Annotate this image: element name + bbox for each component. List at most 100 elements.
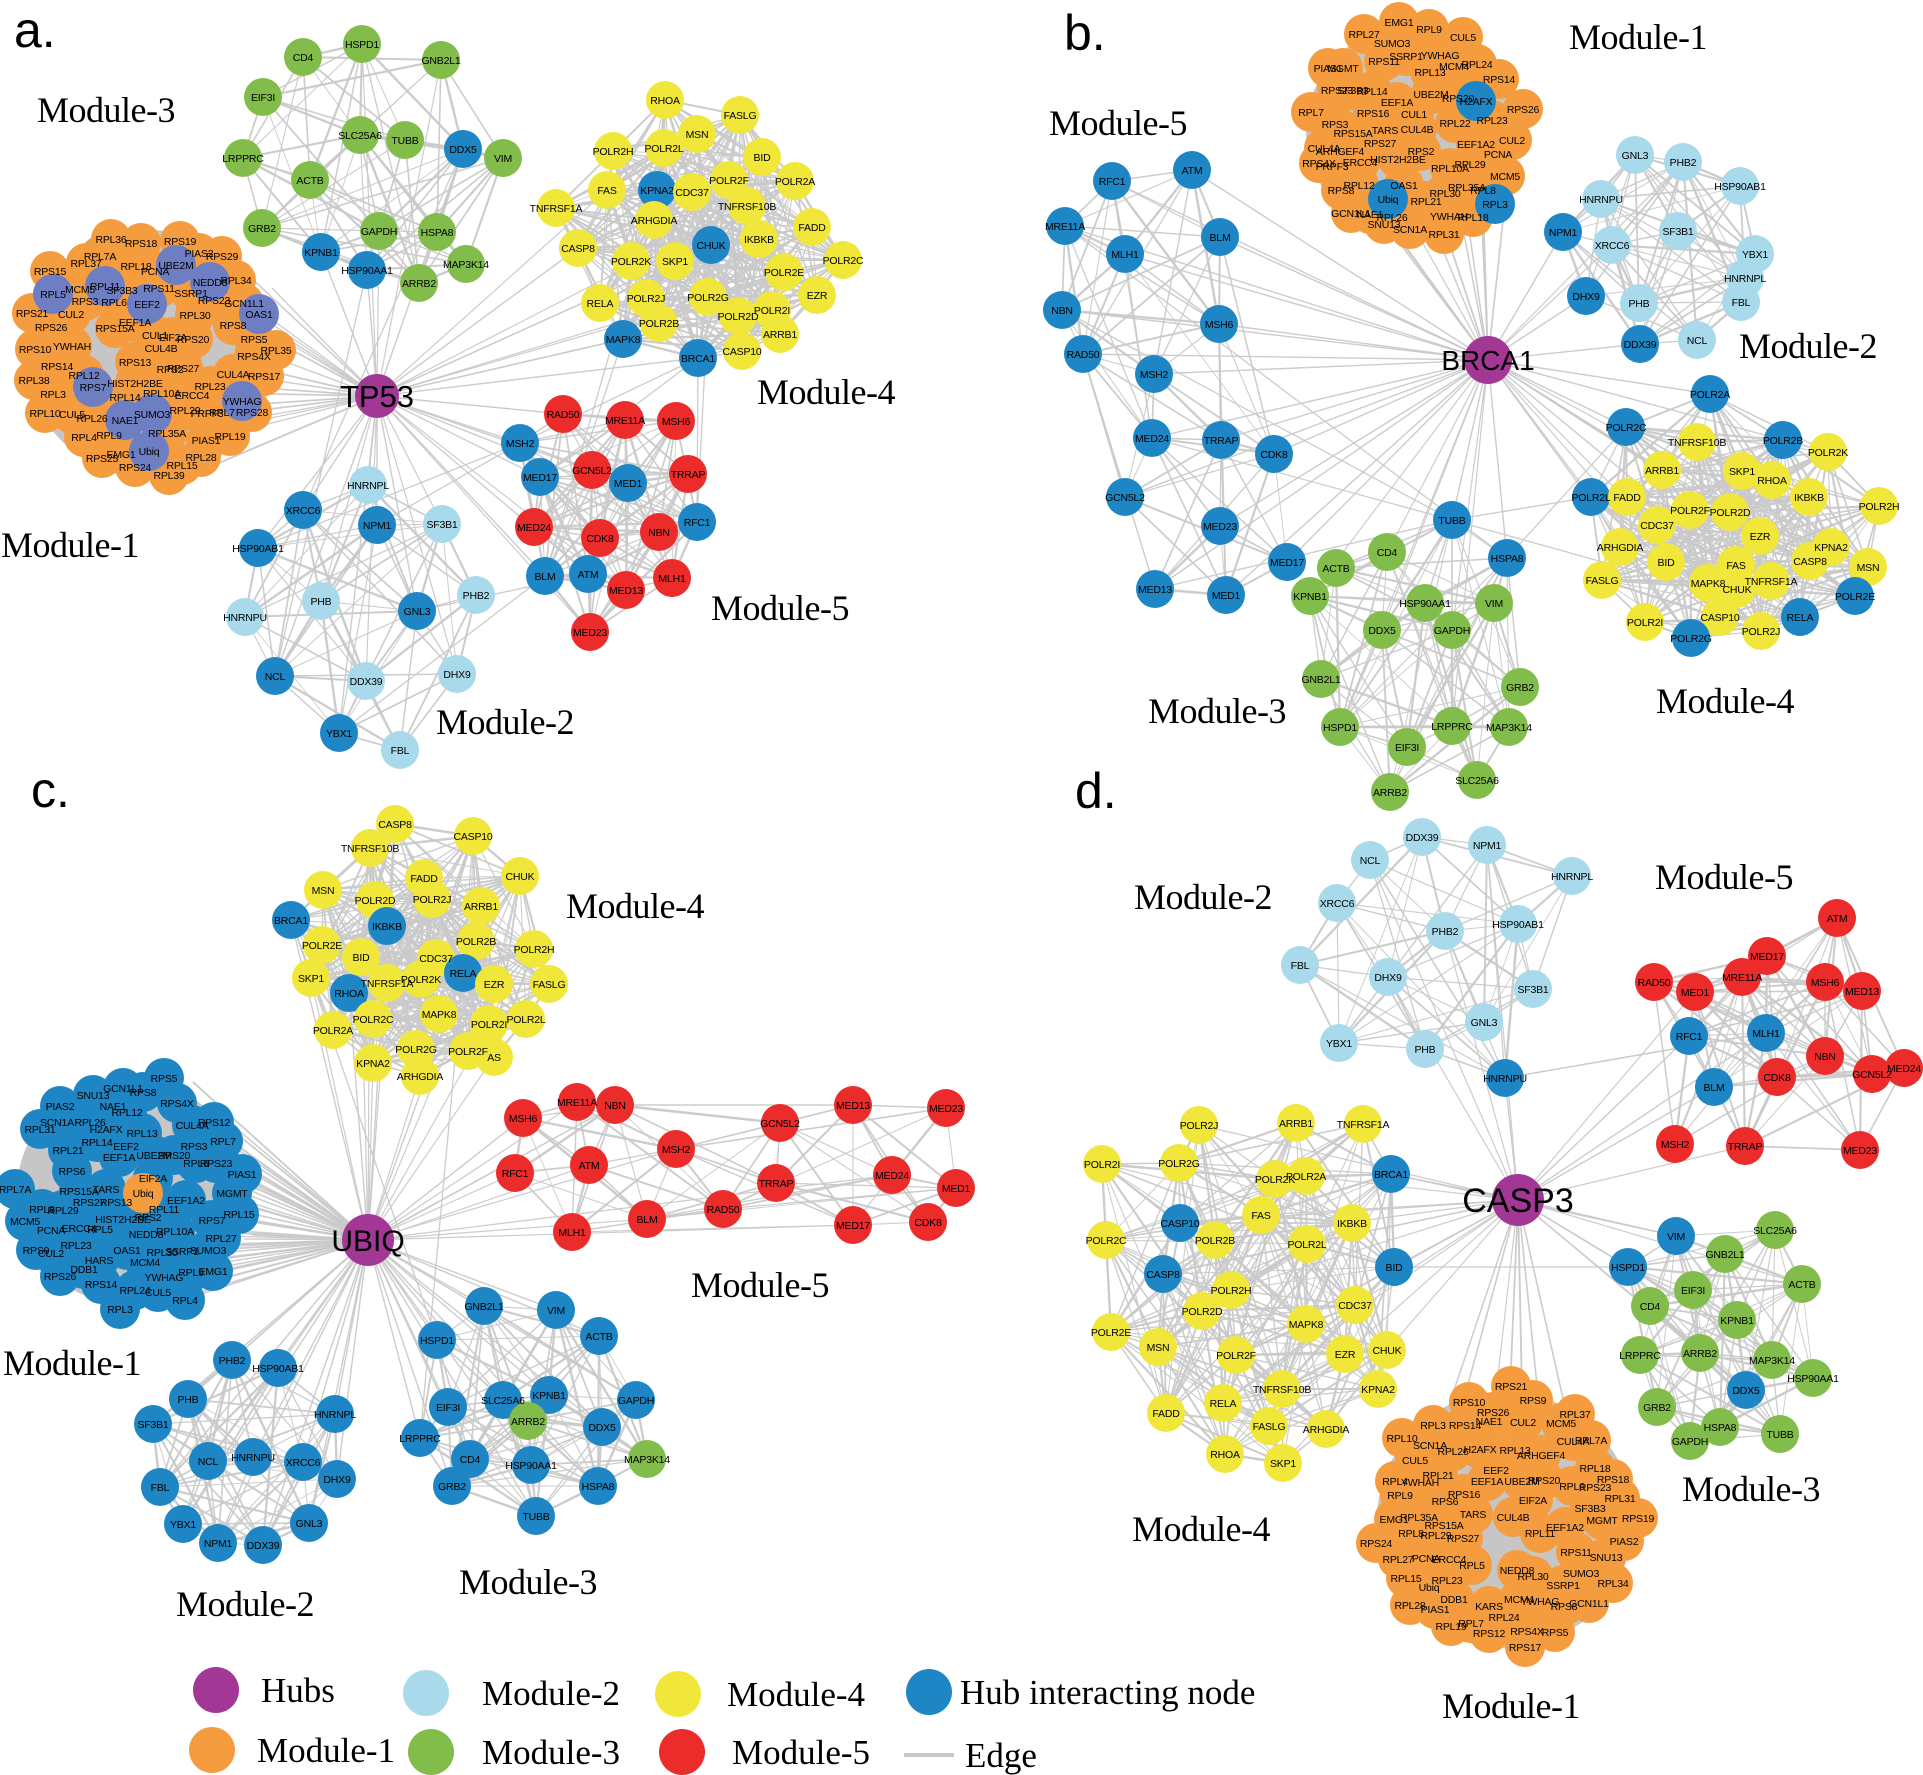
svg-text:FAS: FAS [597,185,616,197]
svg-text:Ubiq: Ubiq [133,1188,154,1200]
svg-text:POLR2C: POLR2C [823,255,864,267]
svg-text:HNRNPL: HNRNPL [347,480,389,492]
svg-text:GNL3: GNL3 [1471,1017,1498,1029]
svg-text:RPL26: RPL26 [76,413,107,425]
svg-text:ARHGEF4: ARHGEF4 [1517,1450,1566,1462]
svg-text:CUL4B: CUL4B [1497,1512,1530,1524]
svg-text:MCM4: MCM4 [130,1257,160,1269]
svg-text:GNB2L1: GNB2L1 [1705,1249,1744,1261]
svg-text:d.: d. [1075,763,1117,819]
svg-text:MCM4: MCM4 [1504,1594,1534,1606]
svg-text:RPS15A: RPS15A [1333,128,1372,140]
svg-text:MRE11A: MRE11A [605,415,645,427]
svg-text:NAE1: NAE1 [112,415,139,427]
svg-text:SCN1A: SCN1A [40,1117,74,1129]
svg-text:FBL: FBL [391,745,410,757]
svg-text:RPL23: RPL23 [194,381,225,393]
svg-text:SSRP1: SSRP1 [174,288,208,300]
svg-text:RPS2: RPS2 [157,364,184,376]
svg-text:FADD: FADD [1152,1408,1180,1420]
svg-text:HSPA8: HSPA8 [1704,1422,1737,1434]
svg-text:MAP3K14: MAP3K14 [1486,722,1532,734]
svg-text:RPS11: RPS11 [1368,56,1400,68]
svg-text:POLR2L: POLR2L [506,1014,545,1026]
svg-text:HSP90AA1: HSP90AA1 [1399,598,1451,610]
svg-text:BLM: BLM [535,571,556,583]
svg-text:PCNA: PCNA [1484,149,1513,161]
svg-text:RPS3: RPS3 [181,1141,208,1153]
svg-text:CHUK: CHUK [1373,1345,1402,1357]
svg-text:FAS: FAS [1251,1210,1270,1222]
svg-text:RPS4X: RPS4X [1302,158,1336,170]
svg-text:GAPDH: GAPDH [618,1395,654,1407]
svg-text:RPS26: RPS26 [1477,1407,1510,1419]
svg-text:TP53: TP53 [340,379,414,414]
svg-text:CUL4B: CUL4B [145,343,178,355]
svg-text:ERCC4: ERCC4 [62,1223,97,1235]
svg-text:PIAS2: PIAS2 [1610,1536,1639,1548]
svg-text:RFC1: RFC1 [502,1168,529,1180]
svg-text:RPS14: RPS14 [41,361,74,373]
svg-text:CUL4A: CUL4A [1308,143,1341,155]
svg-text:CASP8: CASP8 [378,819,412,831]
svg-text:RPL24: RPL24 [119,1285,150,1297]
svg-text:H2AFX: H2AFX [1460,96,1493,108]
svg-text:LRPPRC: LRPPRC [399,1433,441,1445]
svg-text:RPS23: RPS23 [1321,85,1354,97]
svg-text:MRE11A: MRE11A [557,1097,597,1109]
svg-text:XRCC6: XRCC6 [286,1457,321,1469]
svg-text:Module-5: Module-5 [1049,103,1187,143]
svg-text:XRCC6: XRCC6 [286,505,321,517]
svg-text:Ubiq: Ubiq [1419,1582,1440,1594]
svg-text:EEF2: EEF2 [1483,1465,1509,1477]
svg-text:MED24: MED24 [1887,1063,1921,1075]
svg-text:MED1: MED1 [942,1183,971,1195]
svg-text:RPS17: RPS17 [248,371,281,383]
svg-text:RPS3: RPS3 [1322,119,1349,131]
svg-text:CUL4A: CUL4A [176,1120,209,1132]
svg-text:RPL31: RPL31 [24,1124,55,1136]
svg-text:FASLG: FASLG [724,110,757,122]
svg-text:RPS11: RPS11 [143,283,175,295]
svg-text:RPL15: RPL15 [166,460,197,472]
svg-text:RPL28: RPL28 [185,452,216,464]
svg-text:POLR2A: POLR2A [1690,389,1730,401]
svg-text:RPL35A: RPL35A [148,428,186,440]
svg-text:RPL10A: RPL10A [143,388,181,400]
svg-text:RPS5: RPS5 [241,334,268,346]
svg-text:CDC37: CDC37 [419,953,453,965]
svg-text:NAE1: NAE1 [1476,1416,1503,1428]
svg-text:RPS15A: RPS15A [59,1186,98,1198]
svg-text:POLR2H: POLR2H [514,944,555,956]
svg-text:CASP10: CASP10 [722,346,761,358]
svg-text:RPS23: RPS23 [1579,1482,1612,1494]
svg-text:HSP90AB1: HSP90AB1 [232,543,284,555]
svg-text:POLR2G: POLR2G [395,1044,436,1056]
svg-text:SKP1: SKP1 [662,256,688,268]
svg-text:RPS19: RPS19 [1622,1513,1655,1525]
svg-text:RPL13: RPL13 [1414,67,1445,79]
svg-text:RPL12: RPL12 [1343,180,1374,192]
svg-text:CUL5: CUL5 [1402,1455,1428,1467]
svg-text:KPNB1: KPNB1 [304,247,338,259]
svg-text:RPS13: RPS13 [119,357,152,369]
svg-text:RPS3: RPS3 [72,296,99,308]
svg-text:Ubiq: Ubiq [1378,194,1399,206]
svg-text:POLR2B: POLR2B [1195,1235,1235,1247]
svg-text:TARS: TARS [1460,1509,1487,1521]
svg-text:MLH1: MLH1 [1111,249,1139,261]
svg-text:MED23: MED23 [573,627,607,639]
svg-text:POLR2I: POLR2I [754,305,790,317]
svg-text:NBN: NBN [648,527,670,539]
svg-text:RPL24: RPL24 [1461,59,1492,71]
svg-text:POLR2D: POLR2D [1710,507,1751,519]
svg-text:H2AFX: H2AFX [1464,1444,1497,1456]
svg-text:HSPA8: HSPA8 [582,1481,615,1493]
svg-text:Module-3: Module-3 [1148,691,1286,731]
svg-text:KPNB1: KPNB1 [1293,591,1327,603]
svg-text:NPM1: NPM1 [1473,840,1502,852]
svg-text:MED1: MED1 [614,478,643,490]
svg-text:SUMO3: SUMO3 [134,409,171,421]
svg-text:SUMO3: SUMO3 [1374,38,1411,50]
svg-text:MLH1: MLH1 [1752,1028,1780,1040]
